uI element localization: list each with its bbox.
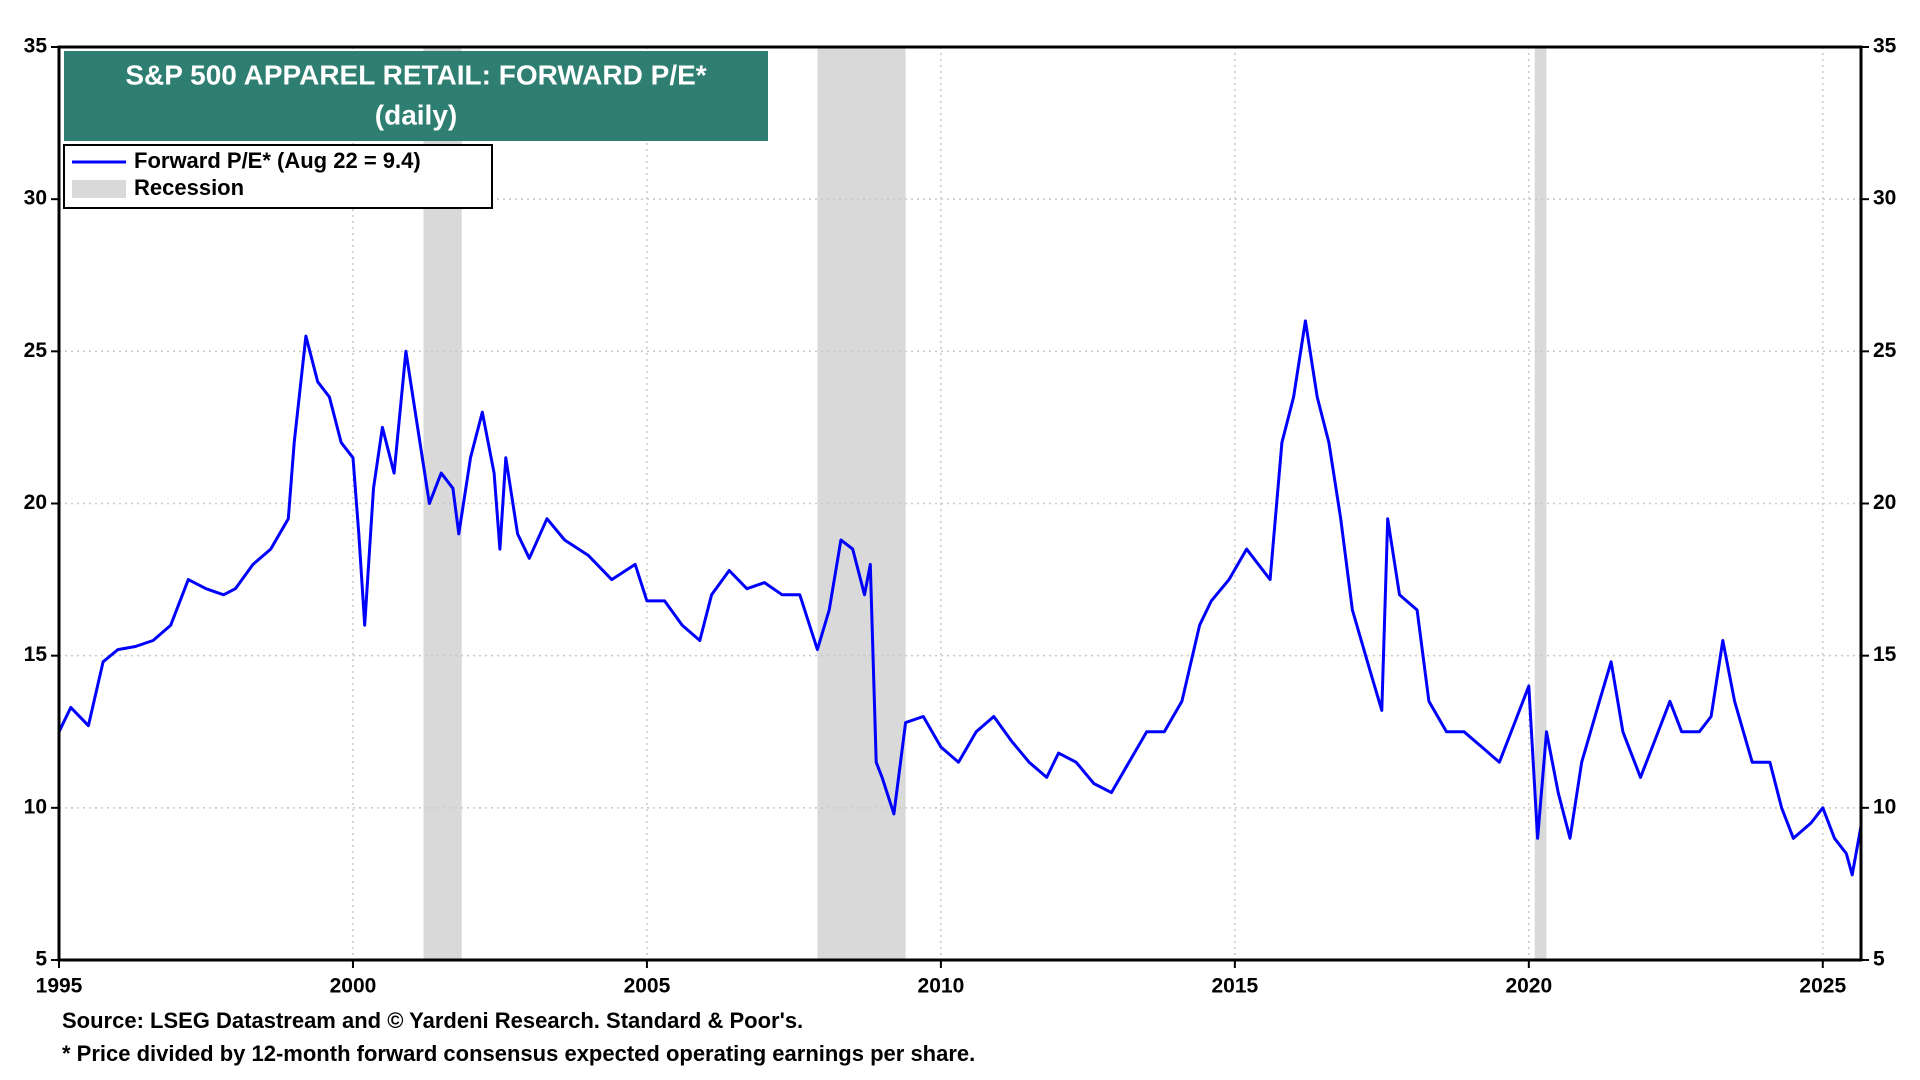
y-tick-label: 25 bbox=[24, 339, 48, 362]
source-note: Source: LSEG Datastream and © Yardeni Re… bbox=[62, 1008, 803, 1033]
recession-band bbox=[817, 47, 906, 960]
x-tick-label: 2020 bbox=[1505, 975, 1552, 998]
y-tick-label: 15 bbox=[24, 643, 48, 666]
y2-tick-label: 20 bbox=[1873, 491, 1896, 514]
y2-tick-label: 35 bbox=[1873, 35, 1897, 58]
chart-title: S&P 500 APPAREL RETAIL: FORWARD P/E* bbox=[125, 59, 706, 90]
y-tick-label: 30 bbox=[24, 187, 47, 210]
x-tick-label: 1995 bbox=[36, 975, 83, 998]
x-tick-label: 2005 bbox=[624, 975, 671, 998]
y-tick-label: 20 bbox=[24, 491, 47, 514]
y2-tick-label: 25 bbox=[1873, 339, 1897, 362]
y-tick-label: 35 bbox=[24, 35, 48, 58]
y-tick-label: 5 bbox=[35, 948, 47, 971]
title-box bbox=[64, 51, 768, 141]
legend-label: Forward P/E* (Aug 22 = 9.4) bbox=[134, 148, 421, 173]
legend-label: Recession bbox=[134, 175, 244, 200]
footnote: * Price divided by 12-month forward cons… bbox=[62, 1041, 975, 1066]
data-line bbox=[57, 319, 1863, 877]
y2-tick-label: 5 bbox=[1873, 948, 1885, 971]
y2-tick-label: 30 bbox=[1873, 187, 1896, 210]
legend-swatch bbox=[72, 180, 126, 198]
legend-box bbox=[63, 144, 493, 209]
x-tick-label: 2000 bbox=[330, 975, 377, 998]
recession-band bbox=[1534, 47, 1547, 960]
y-tick-label: 10 bbox=[24, 795, 47, 818]
x-tick-label: 2010 bbox=[918, 975, 965, 998]
y2-tick-label: 10 bbox=[1873, 795, 1896, 818]
y2-tick-label: 15 bbox=[1873, 643, 1897, 666]
plot-frame bbox=[57, 45, 1863, 962]
x-tick-label: 2015 bbox=[1211, 975, 1258, 998]
chart-subtitle: (daily) bbox=[375, 99, 457, 130]
x-tick-label: 2025 bbox=[1799, 975, 1846, 998]
